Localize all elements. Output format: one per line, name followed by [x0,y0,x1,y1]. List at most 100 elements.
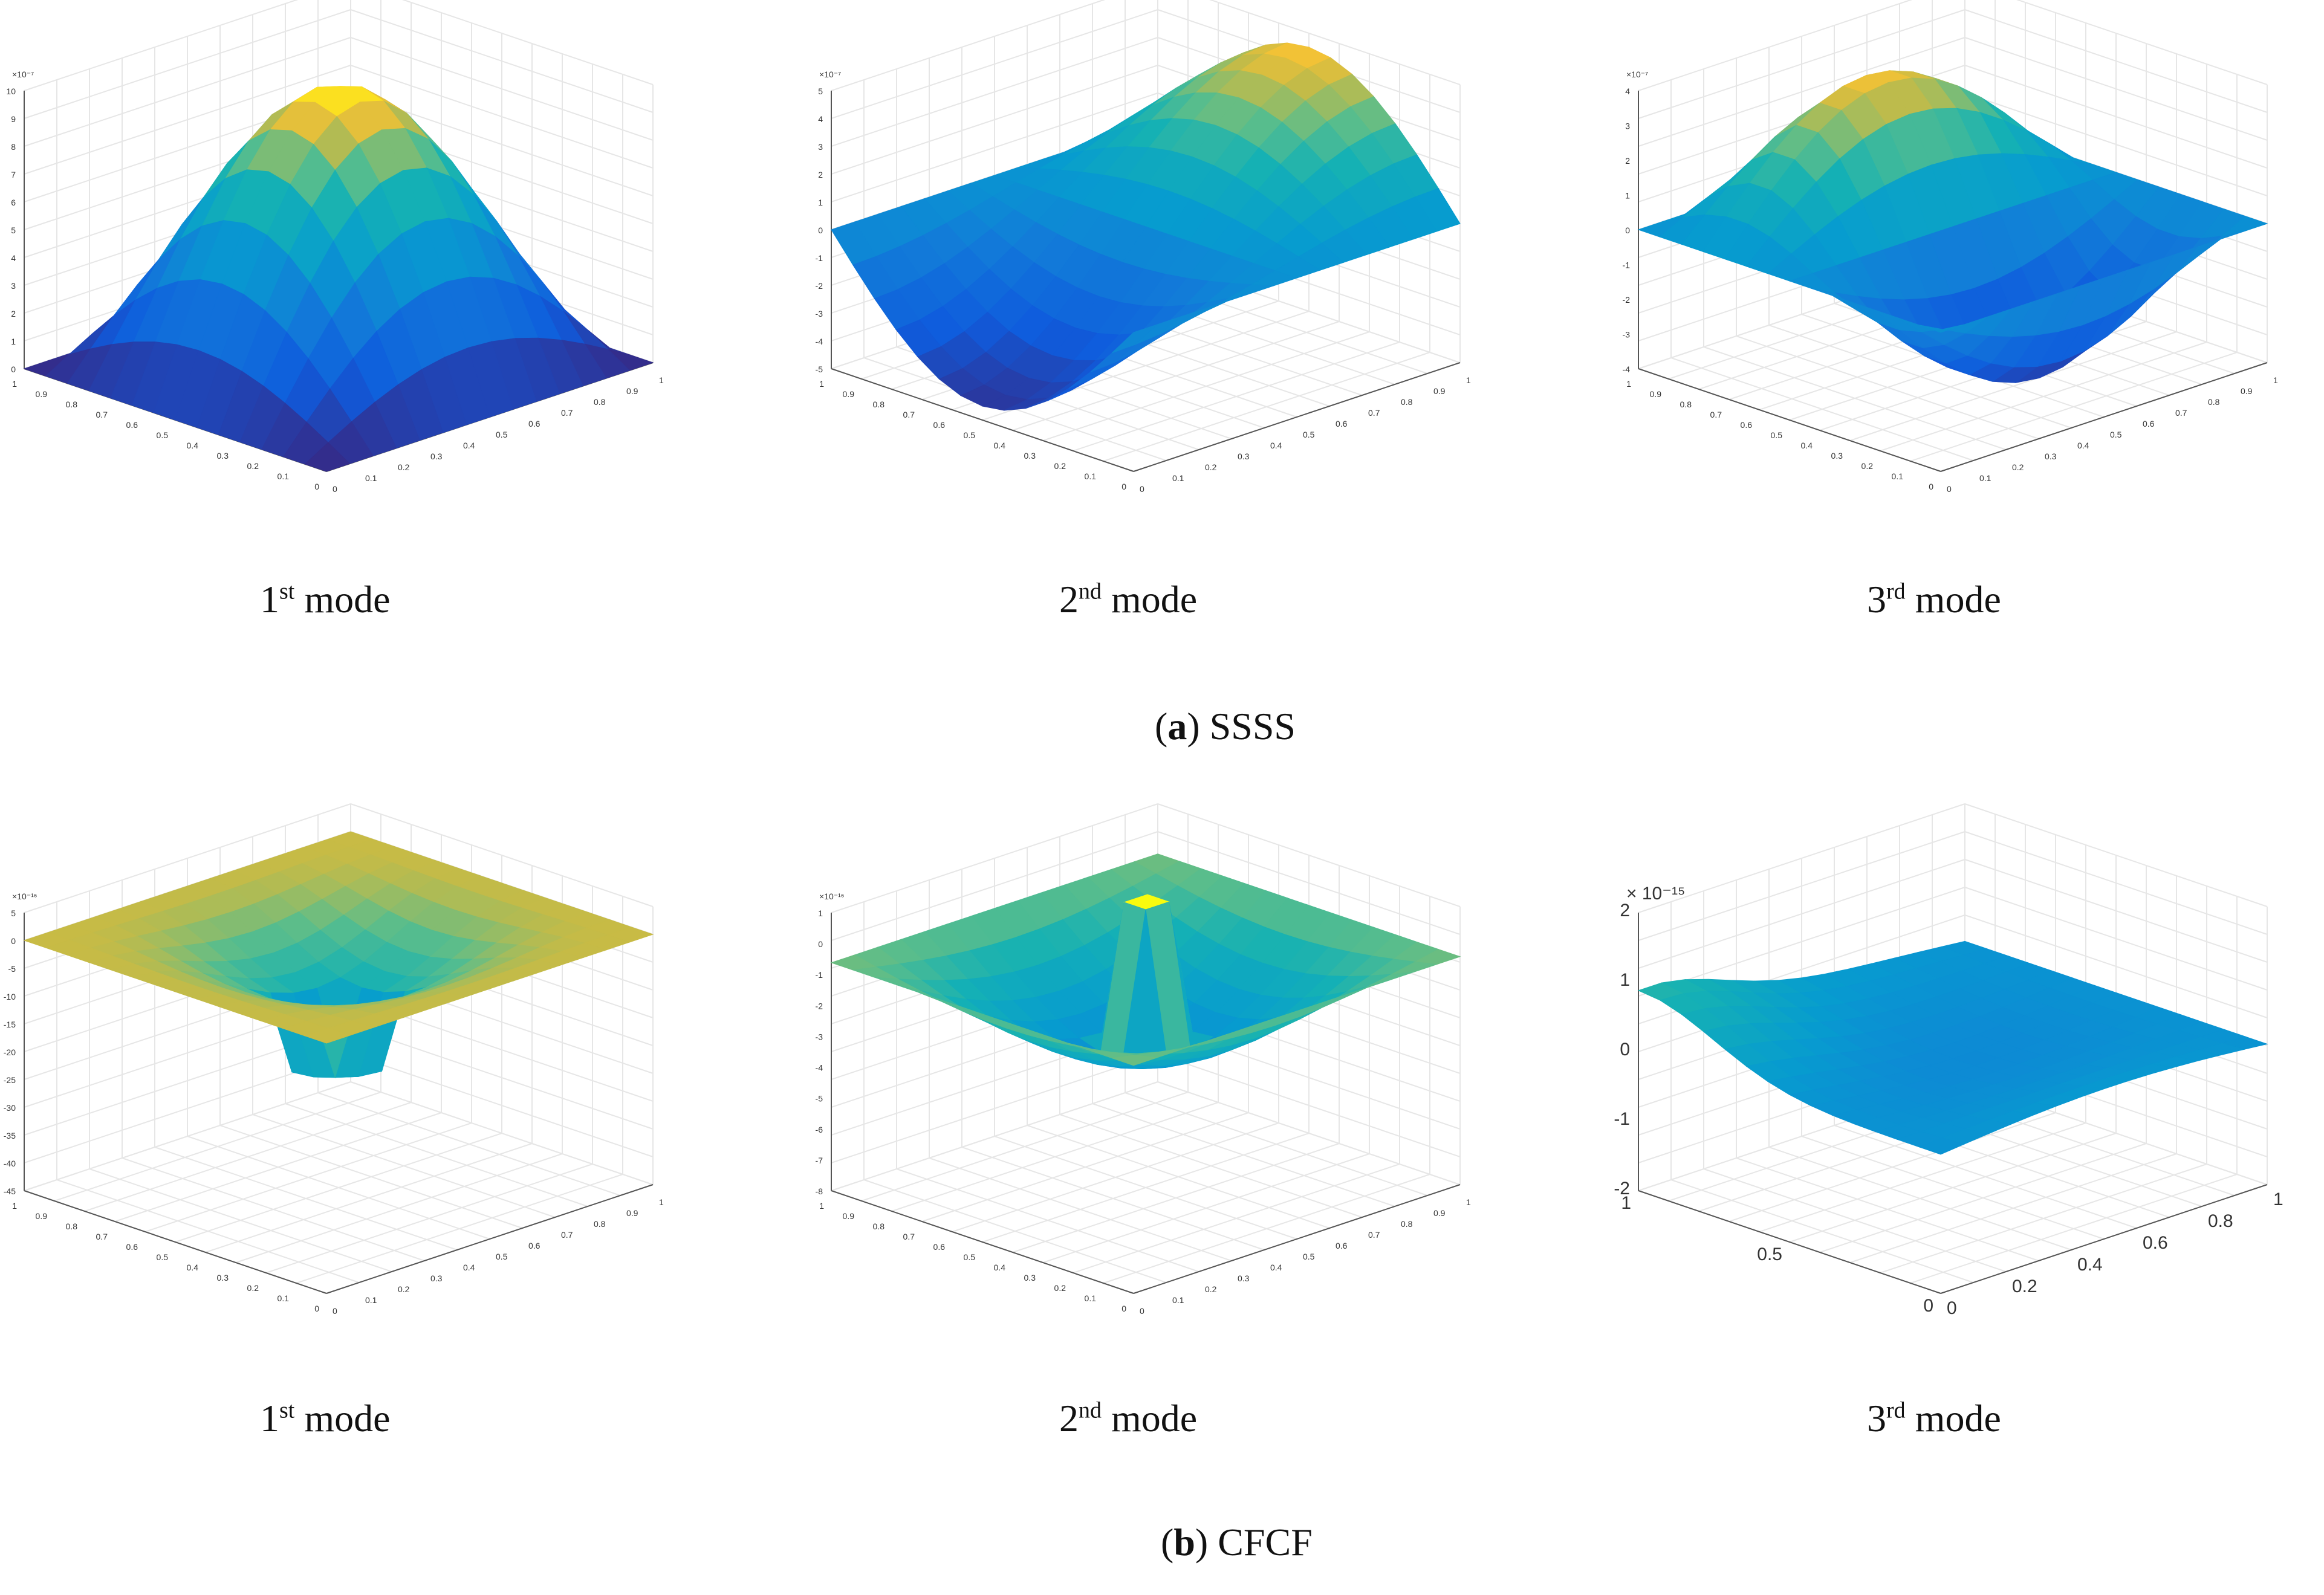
plot-a-mode2-surface [831,42,1461,411]
plot-b-mode3-z-tick-1: -1 [1614,1109,1630,1129]
plot-b-mode2-y-tick-2: 0.2 [1054,1283,1066,1293]
plot-a-mode3-y-tick-3: 0.3 [1831,451,1843,461]
caption-b-mode2: 2nd mode [1059,1397,1198,1440]
plot-b-mode2-y-tick-5: 0.5 [964,1252,976,1262]
plot-a-mode3-z-tick-1: -3 [1623,330,1631,340]
plot-b-mode1-tick-labels: -45 -40 -35 -30 -25 -20 -15 -10 -5 0 5 0 0.1 0.2 0.3 0.… [4,891,664,1316]
plot-b-mode2-x-tick-4: 0.4 [1270,1263,1282,1272]
plot-b-mode1-x-tick-9: 0.9 [626,1208,638,1218]
plot-b-mode2-z-tick-8: 0 [818,939,823,949]
plot-b-mode1-z-tick-8: -5 [8,964,16,974]
plot-a-mode3-x-tick-5: 0.5 [2110,430,2122,439]
plot-a-mode2-x-tick-7: 0.7 [1368,408,1380,418]
plot-a-mode3-z-tick-2: -2 [1623,295,1631,305]
plot-a-mode1-z-tick-4: 4 [11,253,16,263]
plot-b-mode3-tick-labels: -2 -1 0 1 2 0 0.2 0.4 0.6 0.8 1 0 0.5 1 × 10⁻¹⁵ [1614,884,2283,1318]
plot-a-mode1-z-tick-8: 8 [11,142,16,152]
plot-b-mode1-y-tick-2: 0.2 [247,1283,259,1293]
caption-b-mode1: 1st mode [260,1397,391,1440]
plot-b-mode2-z-tick-9: 1 [818,908,823,918]
plot-a-mode1-z-tick-10: 10 [6,86,16,96]
plot-b-mode2-x-tick-7: 0.7 [1368,1230,1380,1240]
plot-a-mode2-x-tick-4: 0.4 [1270,441,1282,450]
plot-a-mode2-z-tick-10: 5 [818,86,823,96]
plot-a-mode3-z-tick-6: 2 [1625,156,1630,166]
plot-b-mode2-x-tick-8: 0.8 [1401,1219,1413,1229]
plot-a-mode2-z-tick-1: -4 [816,337,823,346]
plot-a-mode3-surface-patch-195 [1919,324,1964,333]
plot-a-mode2: -5 -4 -3 -2 -1 0 1 2 3 4 5 0 0.1 0.2 0.3 0.4 0.5 0.6 0.7 0.… [816,0,1545,556]
plot-a-mode2-z-tick-9: 4 [818,114,823,124]
plot-b-mode2-y-tick-4: 0.4 [994,1263,1006,1272]
plot-a-mode1-z-tick-9: 9 [11,114,16,124]
plot-b-mode2-x-tick-5: 0.5 [1303,1252,1315,1261]
plot-b-mode1-y-tick-1: 0.1 [278,1293,290,1303]
plot-a-mode2-y-tick-6: 0.6 [933,420,946,430]
plot-b-mode2-y-tick-6: 0.6 [933,1242,946,1252]
plot-b-mode3-y-tick-2: 1 [1621,1193,1631,1213]
plot-b-mode3-y-tick-0: 0 [1923,1296,1933,1316]
plot-b-mode3-z-tick-3: 1 [1620,970,1630,990]
plot-a-mode2-y-tick-0: 0 [1121,482,1126,491]
plot-b-mode2-z-tick-7: -1 [816,970,823,980]
plot-b-mode2-y-tick-8: 0.8 [873,1221,885,1231]
group-caption-b: (b) CFCF [1161,1521,1313,1564]
plot-b-mode1-y-tick-10: 1 [12,1201,17,1211]
plot-b-mode2-y-tick-10: 1 [819,1201,824,1211]
plot-a-mode3-y-tick-2: 0.2 [1861,461,1874,471]
plot-b-mode1-surface [23,831,654,1079]
plot-b-mode2-x-tick-6: 0.6 [1336,1241,1348,1250]
plot-b-mode2-scale-label: ×10⁻¹⁶ [819,891,845,901]
plot-b-mode1-x-tick-4: 0.4 [463,1263,475,1272]
plot-a-mode2-y-tick-2: 0.2 [1054,461,1066,471]
plot-a-mode1-tick-labels: 01234567891000.10.20.30.40.50.60.70.80.9… [6,70,664,494]
plot-a-mode1-x-tick-9: 0.9 [626,386,638,396]
plot-b-mode1-x-tick-0: 0 [333,1306,337,1316]
plot-a-mode1-y-tick-2: 0.2 [247,461,259,471]
plot-a-mode2-z-tick-6: 1 [818,198,823,207]
caption-a-mode1: 1st mode [260,578,391,621]
plot-b-mode3-x-tick-3: 0.6 [2143,1233,2168,1253]
plot-b-mode3-z-tick-4: 2 [1620,901,1630,920]
plot-a-mode3-x-tick-7: 0.7 [2175,408,2187,418]
caption-a-mode2: 2nd mode [1059,578,1198,621]
plot-b-mode2-x-tick-2: 0.2 [1205,1284,1217,1294]
plot-b-mode1-x-tick-7: 0.7 [561,1230,573,1240]
plot-b-mode3-axes [1638,913,2268,1294]
plot-b-mode1-y-tick-5: 0.5 [157,1252,169,1262]
plot-a-mode3-y-tick-8: 0.8 [1680,400,1692,409]
plot-b-mode2-z-tick-0: -8 [816,1186,823,1196]
plot-a-mode3-y-tick-4: 0.4 [1801,441,1813,450]
plot-b-mode3-x-tick-5: 1 [2273,1189,2283,1209]
plot-a-mode3-tick-labels: -4 -3 -2 -1 0 1 2 3 4 0 0.1 0.2 0.3 0.4 0.5 0.6 0.7 0.8 0.… [1623,70,2278,494]
plot-a-mode3-y-tick-10: 1 [1626,379,1631,389]
plot-b-mode1-z-tick-5: -20 [4,1047,16,1057]
plot-b-mode3-y-tick-1: 0.5 [1757,1244,1782,1264]
plot-b-mode3-surface-patch-195 [1918,1137,1965,1155]
plot-a-mode1-x-tick-5: 0.5 [496,430,508,439]
plot-b-mode2-tick-labels: -8 -7 -6 -5 -4 -3 -2 -1 0 1 0 0.1 0.2 0.3 0.4 0.5 0.6 0.7… [816,891,1471,1316]
plot-b-mode2-y-tick-7: 0.7 [903,1232,915,1241]
plot-b-mode1-z-tick-6: -15 [4,1020,16,1029]
plot-b-mode3-z-tick-0: -2 [1614,1179,1630,1199]
caption-b-mode3: 3rd mode [1867,1397,2001,1440]
plot-a-mode2-x-tick-10: 1 [1466,375,1471,385]
plot-a-mode1-y-tick-5: 0.5 [157,430,169,440]
plot-b-mode1-x-tick-10: 1 [659,1197,664,1207]
plot-b-mode2-svg: -8 -7 -6 -5 -4 -3 -2 -1 0 1 0 0.1 0.2 0.3 0.4 0.5 0.6 0.7… [816,803,1471,1316]
plot-b-mode3-x-tick-2: 0.4 [2077,1255,2103,1275]
plot-a-mode1-y-tick-8: 0.8 [66,400,78,409]
plot-a-mode3-scale-label: ×10⁻⁷ [1626,70,1648,79]
plot-a-mode2-x-tick-8: 0.8 [1401,397,1413,407]
plot-b-mode1-svg: -45 -40 -35 -30 -25 -20 -15 -10 -5 0 5 0 0.1 0.2 0.3 0.… [4,803,664,1316]
plot-a-mode2-y-tick-5: 0.5 [964,430,976,440]
plot-a-mode2-y-tick-4: 0.4 [994,441,1006,450]
plot-b-mode1-z-tick-2: -35 [4,1131,16,1140]
plot-b-mode2-axes [831,913,1461,1294]
plot-a-mode1-y-tick-0: 0 [314,482,319,491]
plot-b-mode2-z-tick-2: -6 [816,1125,823,1134]
plot-a-mode1-x-tick-1: 0.1 [365,473,377,483]
plot-a-mode2-surface-patch-195 [1111,324,1157,354]
plot-b-mode3-scale-label: × 10⁻¹⁵ [1626,884,1686,904]
plot-a-mode3-x-tick-1: 0.1 [1979,473,1991,483]
